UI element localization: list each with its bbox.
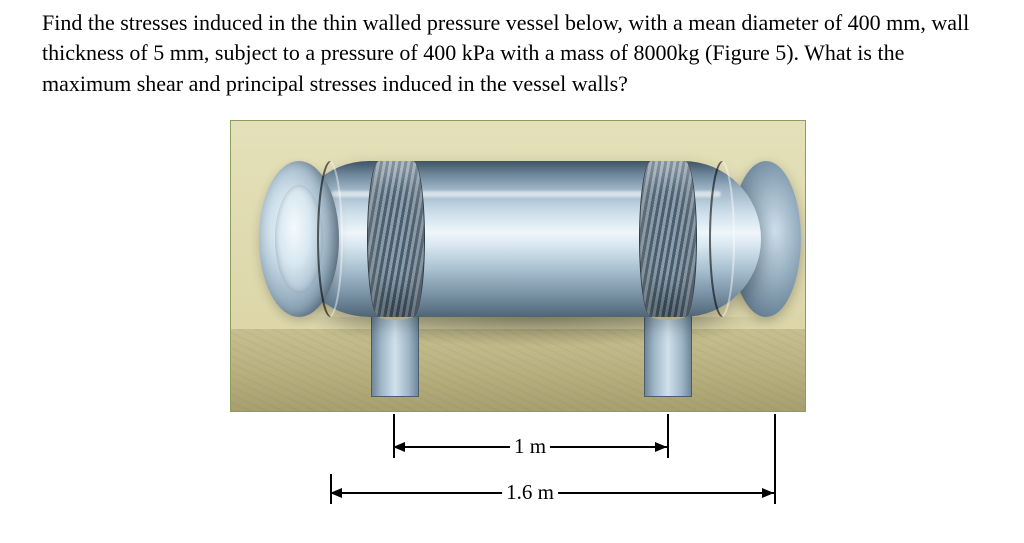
vessel-illustration <box>230 120 806 412</box>
arrow-left-icon <box>393 442 405 452</box>
reinforcing-band-left <box>367 161 425 317</box>
dim-tick <box>667 414 669 458</box>
arrow-right-icon <box>655 442 667 452</box>
figure-5: 1 m 1.6 m <box>230 120 804 534</box>
reinforcing-band-right <box>639 161 697 317</box>
arrow-left-icon <box>330 488 342 498</box>
dimension-callouts: 1 m 1.6 m <box>230 414 804 534</box>
vessel-shadow <box>291 317 781 347</box>
dimension-label-outer: 1.6 m <box>502 480 558 505</box>
end-cap-left <box>259 161 339 317</box>
page: Find the stresses induced in the thin wa… <box>0 0 1024 543</box>
problem-statement: Find the stresses induced in the thin wa… <box>42 8 990 99</box>
arrow-right-icon <box>762 488 774 498</box>
dim-tick <box>774 414 776 504</box>
dimension-label-inner: 1 m <box>510 434 550 459</box>
